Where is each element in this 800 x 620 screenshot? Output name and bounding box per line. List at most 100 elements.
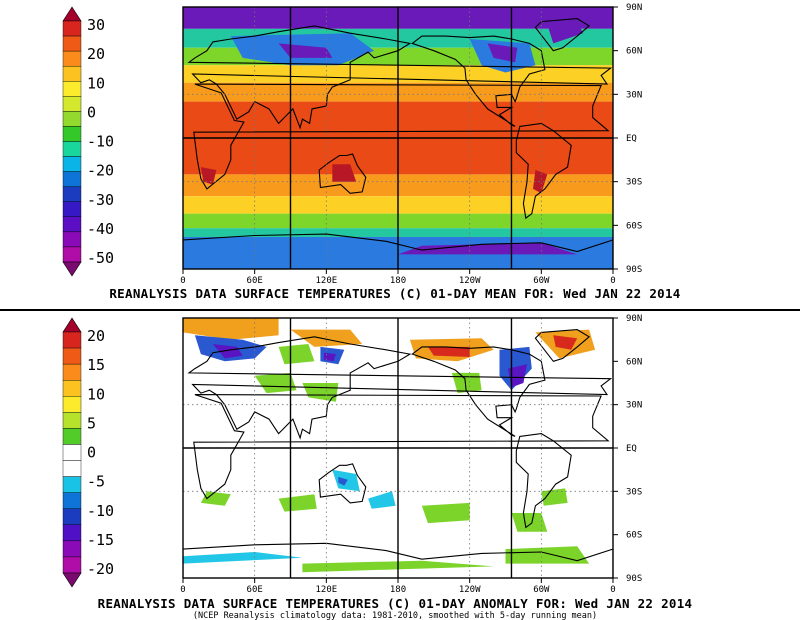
mean-temperature-panel: 30 20 10 0 -10 -20 -30 -40 -50 90N 60N 30N EQ 30S 60S… <box>62 3 680 301</box>
panel-divider <box>0 309 800 311</box>
anomaly-colorbar-swatch <box>62 508 82 526</box>
anomaly-colorbar-label: -15 <box>87 531 114 549</box>
mean-lon-label: 120E <box>315 276 337 286</box>
greenland-cold-region <box>547 21 584 44</box>
mean-colorbar-swatch <box>62 156 82 172</box>
mean-colorbar-label: -30 <box>87 191 114 209</box>
anomaly-colorbar-swatch <box>62 460 82 477</box>
mean-colorbar-swatch <box>62 216 82 233</box>
australia-cold-anomaly <box>338 476 348 486</box>
mean-temperature-axes: 90N 60N 30N EQ 30S 60S 90S 0 60E 120E 180 120W 60W 0 <box>180 3 642 286</box>
europe-asia-outline <box>187 25 613 130</box>
australia-outline <box>318 153 367 194</box>
anomaly-colorbar-label: 20 <box>87 327 105 345</box>
siberia-coldest-region <box>278 43 333 58</box>
mean-colorbar-label: -40 <box>87 220 114 238</box>
anomaly-lon-label: 120W <box>459 585 481 595</box>
mean-colorbar-swatch <box>62 126 82 142</box>
mean-lon-label: 60E <box>247 276 263 286</box>
anomaly-colorbar-label: 15 <box>87 356 105 374</box>
mean-lat-label: 30S <box>626 178 642 188</box>
anomaly-lon-label: 60W <box>533 585 550 595</box>
mean-lat-label: 90N <box>626 3 642 13</box>
mean-lon-label: 120W <box>459 276 481 286</box>
brazil-anomaly <box>541 488 568 506</box>
australia-outline <box>318 463 367 504</box>
greenland-outline <box>534 18 591 52</box>
north-america-coldest-anomaly <box>507 364 527 388</box>
mean-lon-label: 180 <box>390 276 406 286</box>
anomaly-temperature-figure: 20 15 10 5 0 -5 -10 -15 -20 90N 60N 30N EQ 30S 60S 90S… <box>62 314 693 620</box>
anomaly-colorbar-label: -20 <box>87 560 114 578</box>
mean-lat-label: 30N <box>626 90 642 100</box>
anomaly-colorbar-label: 0 <box>87 444 96 462</box>
anomaly-lat-label: 60N <box>626 357 642 367</box>
mean-lat-label: EQ <box>626 134 637 144</box>
anomaly-colorbar-swatch <box>62 331 82 349</box>
mean-colorbar-label: -10 <box>87 133 114 151</box>
australia-hot-region <box>332 164 357 182</box>
greenland-hot-anomaly <box>553 335 578 350</box>
anomaly-colorbar: 20 15 10 5 0 -5 -10 -15 -20 <box>62 317 114 588</box>
europe-asia-outline <box>187 336 613 440</box>
canada-coldest-region <box>487 43 518 63</box>
anomaly-colorbar-swatch <box>62 428 82 445</box>
anomaly-lat-label: 30N <box>626 401 642 411</box>
mean-colorbar-swatch <box>62 111 82 127</box>
weddell-anomaly <box>505 546 590 564</box>
mean-colorbar-label: 0 <box>87 103 96 121</box>
mean-colorbar-label: 10 <box>87 74 105 92</box>
mean-temperature-colorbar: 30 20 10 0 -10 -20 -30 -40 -50 <box>62 6 114 277</box>
siberia-mild-anomaly <box>278 344 315 365</box>
mean-colorbar-swatch <box>62 50 82 67</box>
anomaly-lat-label: 30S <box>626 487 642 497</box>
mean-temperature-figure: 30 20 10 0 -10 -20 -30 -40 -50 90N 60N 30N EQ 30S 60S… <box>62 3 680 301</box>
anomaly-lat-label: 60S <box>626 531 642 541</box>
anomaly-temperature-subtitle: (NCEP Reanalysis climatology data: 1981-… <box>193 611 597 620</box>
anomaly-lon-label: 60E <box>247 585 263 595</box>
greenland-outline <box>534 329 591 362</box>
anomaly-colorbar-swatch <box>62 363 82 381</box>
pacific-northwest-anomaly <box>451 372 482 394</box>
anomaly-colorbar-swatch <box>62 492 82 509</box>
mean-colorbar-label: -20 <box>87 162 114 180</box>
mean-temperature-title: REANALYSIS DATA SURFACE TEMPERATURES (C)… <box>109 286 680 301</box>
mean-colorbar-label: 30 <box>87 16 105 34</box>
indian-ocean-anomaly <box>278 494 317 512</box>
mean-lon-label: 0 <box>610 276 615 286</box>
anomaly-colorbar-swatch <box>62 444 82 461</box>
anomaly-lat-label: EQ <box>626 444 637 454</box>
mean-colorbar-bottom-arrow <box>62 261 82 277</box>
south-america-hot-region <box>533 170 548 194</box>
patagonia-anomaly <box>511 513 548 532</box>
anomaly-colorbar-swatch <box>62 540 82 558</box>
mean-lat-label: 90S <box>626 265 642 275</box>
anomaly-colorbar-label: 5 <box>87 414 96 432</box>
mean-lon-label: 60W <box>533 276 550 286</box>
anomaly-colorbar-swatch <box>62 412 82 429</box>
mean-colorbar-swatch <box>62 96 82 112</box>
anomaly-lon-label: 180 <box>390 585 406 595</box>
mean-lat-label: 60N <box>626 47 642 57</box>
anomaly-colorbar-swatch <box>62 556 82 574</box>
mean-colorbar-label: -50 <box>87 249 114 267</box>
alaska-hot-anomaly <box>427 346 470 357</box>
anomaly-temperature-title: REANALYSIS DATA SURFACE TEMPERATURES (C)… <box>98 596 693 611</box>
south-pacific-anomaly <box>421 502 470 524</box>
mean-colorbar-swatch <box>62 141 82 157</box>
anomaly-colorbar-label: -5 <box>87 473 105 491</box>
mean-colorbar-swatch <box>62 20 82 37</box>
central-asia-anomaly <box>254 372 297 394</box>
anomaly-colorbar-swatch <box>62 476 82 493</box>
mean-colorbar-swatch <box>62 186 82 202</box>
antarctic-cool-anomaly <box>183 552 303 564</box>
mean-colorbar-swatch <box>62 231 82 248</box>
mean-colorbar-swatch <box>62 65 82 82</box>
anomaly-lat-label: 90N <box>626 314 642 324</box>
antarctic-interior-region <box>398 242 578 255</box>
mean-colorbar-swatch <box>62 201 82 218</box>
anomaly-colorbar-label: -10 <box>87 502 114 520</box>
south-atlantic-anomaly <box>200 491 231 506</box>
mean-colorbar-label: 20 <box>87 45 105 63</box>
eurasia-coldest-anomaly <box>212 344 243 359</box>
